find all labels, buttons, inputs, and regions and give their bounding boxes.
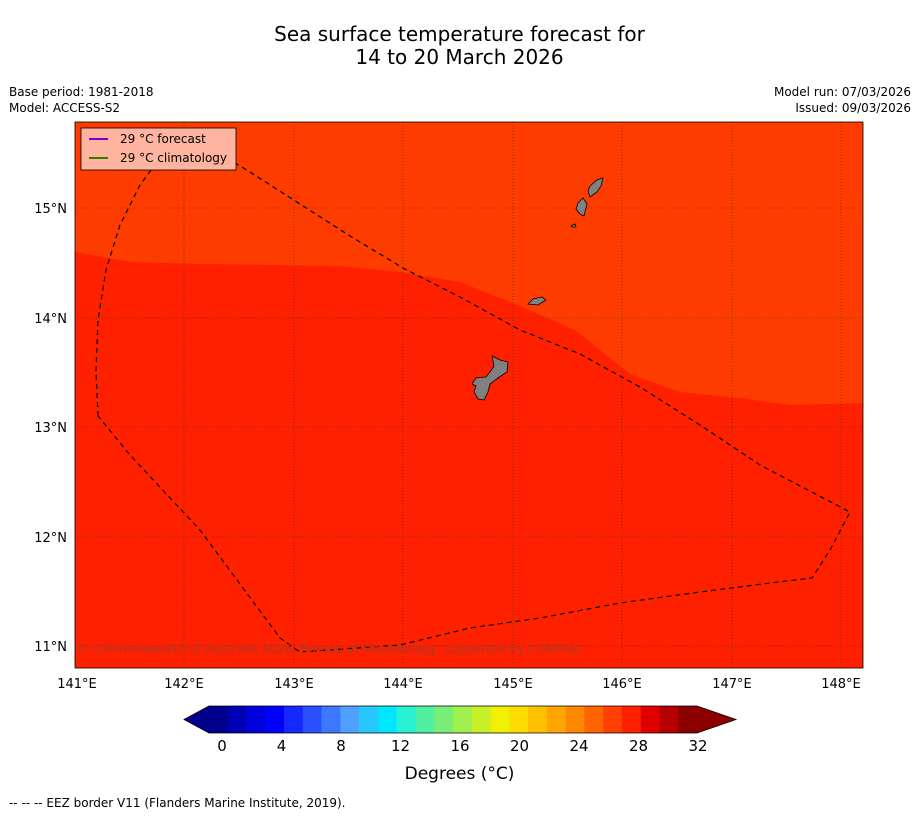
colorbar-tick-label: 4 — [277, 737, 287, 755]
legend-box — [80, 127, 237, 171]
colorbar-segment — [621, 706, 641, 733]
colorbar-segment — [227, 706, 247, 733]
lat-label: 13°N — [34, 421, 67, 436]
legend: 29 °C forecast 29 °C climatology — [80, 127, 237, 171]
colorbar-segment — [565, 706, 585, 733]
colorbar-segment — [340, 706, 360, 733]
legend-climatology-label: 29 °C climatology — [120, 151, 227, 165]
colorbar-outline — [183, 705, 738, 734]
issued-date: Issued: 09/03/2026 — [795, 101, 911, 115]
colorbar-segment — [246, 706, 266, 733]
island-aguijan — [570, 223, 577, 228]
model-name: Model: ACCESS-S2 — [9, 101, 121, 115]
colorbar-segment — [377, 706, 397, 733]
colorbar-tick-label: 0 — [217, 737, 227, 755]
lon-label: 146°E — [602, 677, 642, 692]
colorbar-segment — [509, 706, 529, 733]
model-run: Model run: 07/03/2026 — [773, 85, 911, 99]
colorbar-segment — [528, 706, 548, 733]
colorbar-segment — [359, 706, 379, 733]
colorbar-segment — [265, 706, 285, 733]
colorbar-segment — [302, 706, 322, 733]
colorbar-segment — [453, 706, 473, 733]
meta-left: Base period: 1981-2018 Model: ACCESS-S2 — [9, 84, 154, 116]
colorbar-tick-label: 8 — [336, 737, 346, 755]
colorbar-tick-label: 32 — [688, 737, 707, 755]
lon-label: 147°E — [712, 677, 752, 692]
sst-field-warmer — [75, 252, 863, 668]
colorbar: 0 4 8 12 16 20 24 28 32 — [183, 705, 738, 755]
lat-label: 11°N — [34, 640, 67, 655]
lat-label: 15°N — [34, 202, 67, 217]
copyright-text: © Commonwealth of Australia 2026, Bureau… — [76, 642, 581, 656]
colorbar-segment — [284, 706, 304, 733]
lon-label: 141°E — [57, 677, 97, 692]
colorbar-segment — [659, 706, 679, 733]
colorbar-segment — [640, 706, 660, 733]
colorbar-segment — [546, 706, 566, 733]
grid-lines — [75, 122, 863, 668]
lon-label: 145°E — [493, 677, 533, 692]
colorbar-segment — [434, 706, 454, 733]
colorbar-segment — [209, 706, 229, 733]
title-line-1: Sea surface temperature forecast for — [274, 22, 645, 46]
lat-labels: 15°N 14°N 13°N 12°N 11°N — [34, 202, 67, 655]
colorbar-segment — [396, 706, 416, 733]
colorbar-under-arrow — [184, 706, 209, 733]
lat-label: 12°N — [34, 531, 67, 546]
colorbar-segment — [321, 706, 341, 733]
title-line-2: 14 to 20 March 2026 — [355, 45, 564, 69]
meta-right: Model run: 07/03/2026 Issued: 09/03/2026 — [774, 84, 911, 116]
colorbar-segment — [490, 706, 510, 733]
colorbar-tick-label: 24 — [569, 737, 588, 755]
colorbar-tick-label: 28 — [629, 737, 648, 755]
colorbar-segment — [584, 706, 604, 733]
lon-label: 148°E — [821, 677, 861, 692]
island-guam — [471, 355, 509, 401]
footer-note: -- -- -- EEZ border V11 (Flanders Marine… — [9, 796, 346, 810]
lon-labels: 141°E 142°E 143°E 144°E 145°E 146°E 147°… — [57, 677, 861, 692]
base-period: Base period: 1981-2018 — [9, 85, 154, 99]
colorbar-over-arrow — [697, 706, 736, 733]
islands — [471, 177, 604, 401]
colorbar-tick-label: 12 — [391, 737, 410, 755]
island-saipan — [587, 177, 604, 198]
colorbar-tick-label: 16 — [450, 737, 469, 755]
island-tinian — [575, 197, 588, 217]
lat-label: 14°N — [34, 312, 67, 327]
map-frame — [74, 121, 864, 669]
colorbar-segment — [603, 706, 623, 733]
colorbar-segment — [678, 706, 698, 733]
island-rota — [527, 296, 547, 306]
colorbar-label: Degrees (°C) — [404, 764, 515, 784]
eez-border — [95, 139, 851, 653]
lon-label: 142°E — [164, 677, 204, 692]
lon-label: 143°E — [274, 677, 314, 692]
colorbar-segment — [415, 706, 435, 733]
lon-label: 144°E — [383, 677, 423, 692]
colorbar-tick-label: 20 — [510, 737, 529, 755]
legend-forecast-label: 29 °C forecast — [120, 132, 206, 146]
colorbar-segment — [471, 706, 491, 733]
